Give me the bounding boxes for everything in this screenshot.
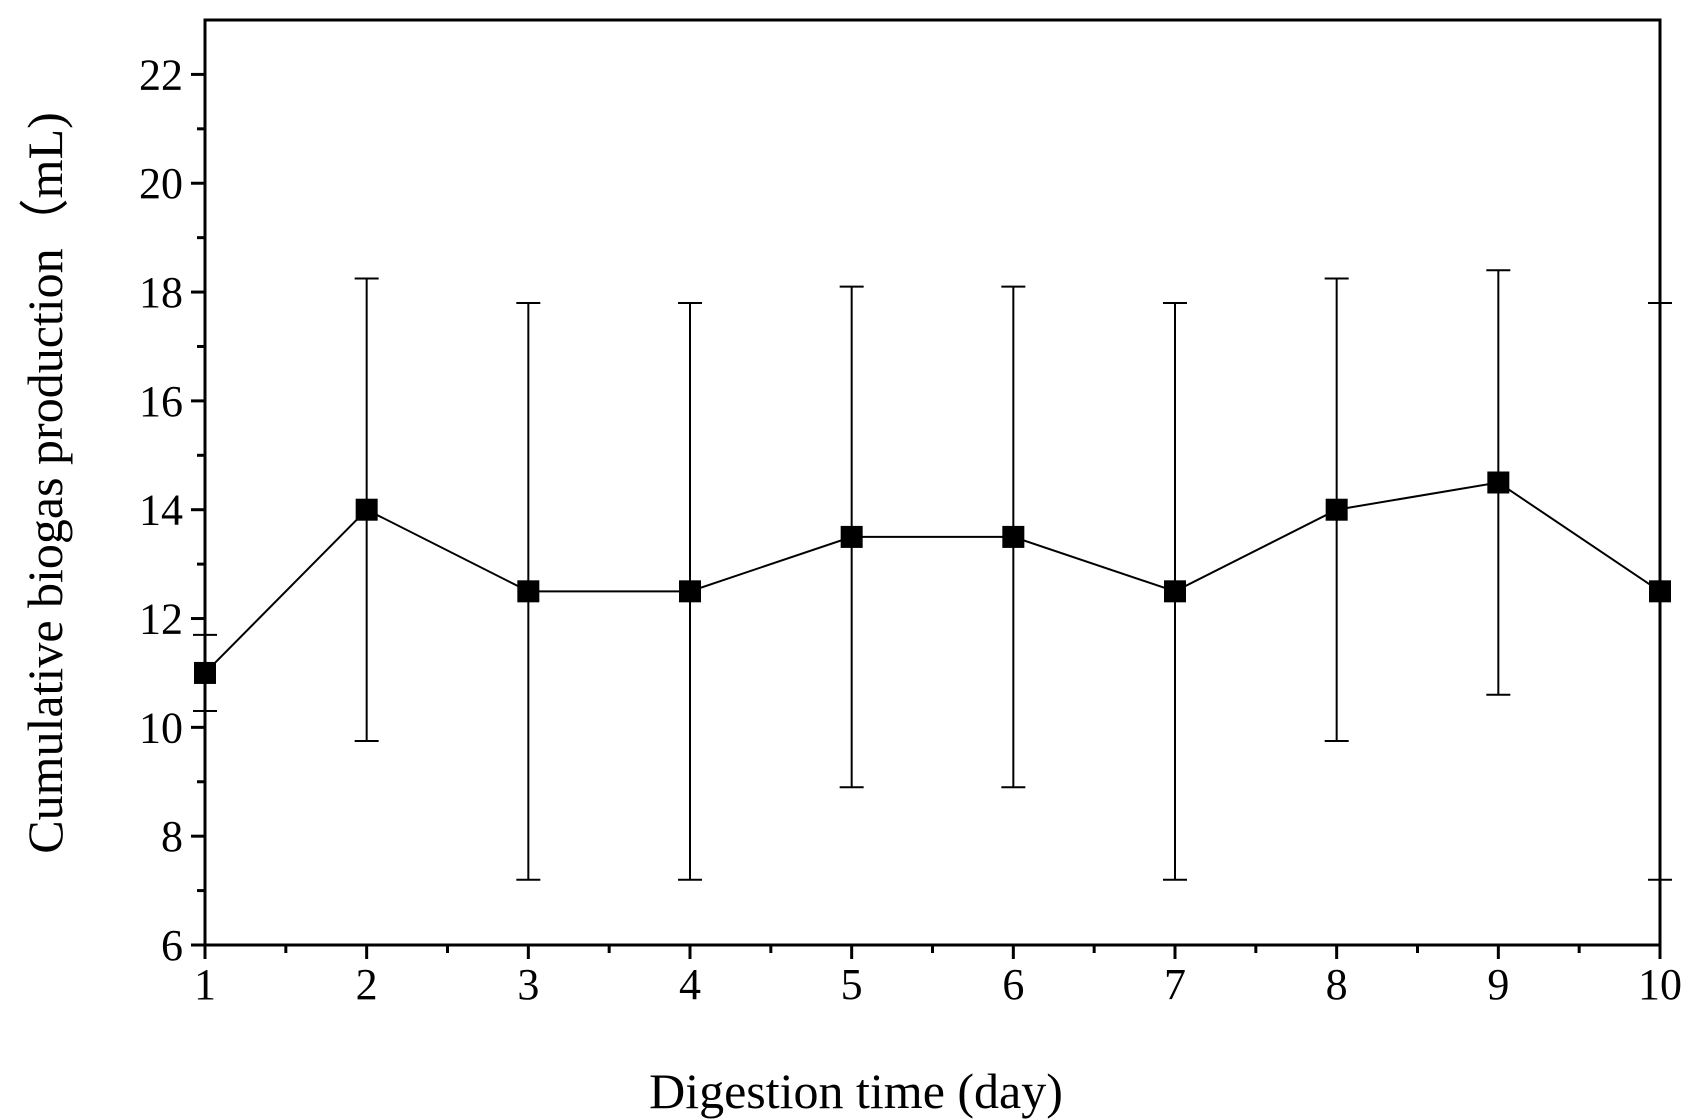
y-tick-label: 12: [139, 595, 183, 644]
x-axis-title: Digestion time (day): [649, 1063, 1063, 1119]
x-tick-label: 6: [1002, 960, 1024, 1009]
data-point-marker: [1164, 580, 1186, 603]
x-tick-label: 8: [1326, 960, 1348, 1009]
data-point-marker: [1002, 525, 1025, 548]
series-line: [204, 481, 1661, 674]
data-point-marker: [1649, 580, 1671, 603]
y-tick-label: 20: [139, 159, 183, 208]
y-tick-label: 6: [161, 921, 183, 970]
x-tick-label: 3: [517, 960, 539, 1009]
data-point-marker: [517, 580, 540, 603]
x-tick-label: 5: [841, 960, 863, 1009]
data-point-marker: [1325, 498, 1348, 521]
y-tick-label: 16: [139, 377, 183, 426]
x-tick-label: 2: [356, 960, 378, 1009]
y-tick-label: 10: [139, 703, 183, 752]
data-point-marker: [355, 498, 378, 521]
y-tick-label: 18: [139, 268, 183, 317]
x-tick-label: 9: [1487, 960, 1509, 1009]
x-tick-label: 10: [1638, 960, 1682, 1009]
data-point-marker: [840, 525, 863, 548]
x-tick-label: 4: [679, 960, 701, 1009]
plot-frame: [203, 18, 1662, 947]
y-tick-label: 8: [161, 812, 183, 861]
x-tick-label: 1: [194, 960, 216, 1009]
data-point-marker: [1487, 471, 1510, 494]
y-tick-label: 14: [139, 486, 183, 535]
x-tick-label: 7: [1164, 960, 1186, 1009]
y-axis-title: Cumulative biogas production（mL): [17, 112, 73, 854]
data-point-marker: [679, 580, 701, 603]
data-point-marker: [194, 661, 216, 684]
plot-area: [193, 269, 1672, 881]
y-tick-label: 22: [139, 50, 183, 99]
